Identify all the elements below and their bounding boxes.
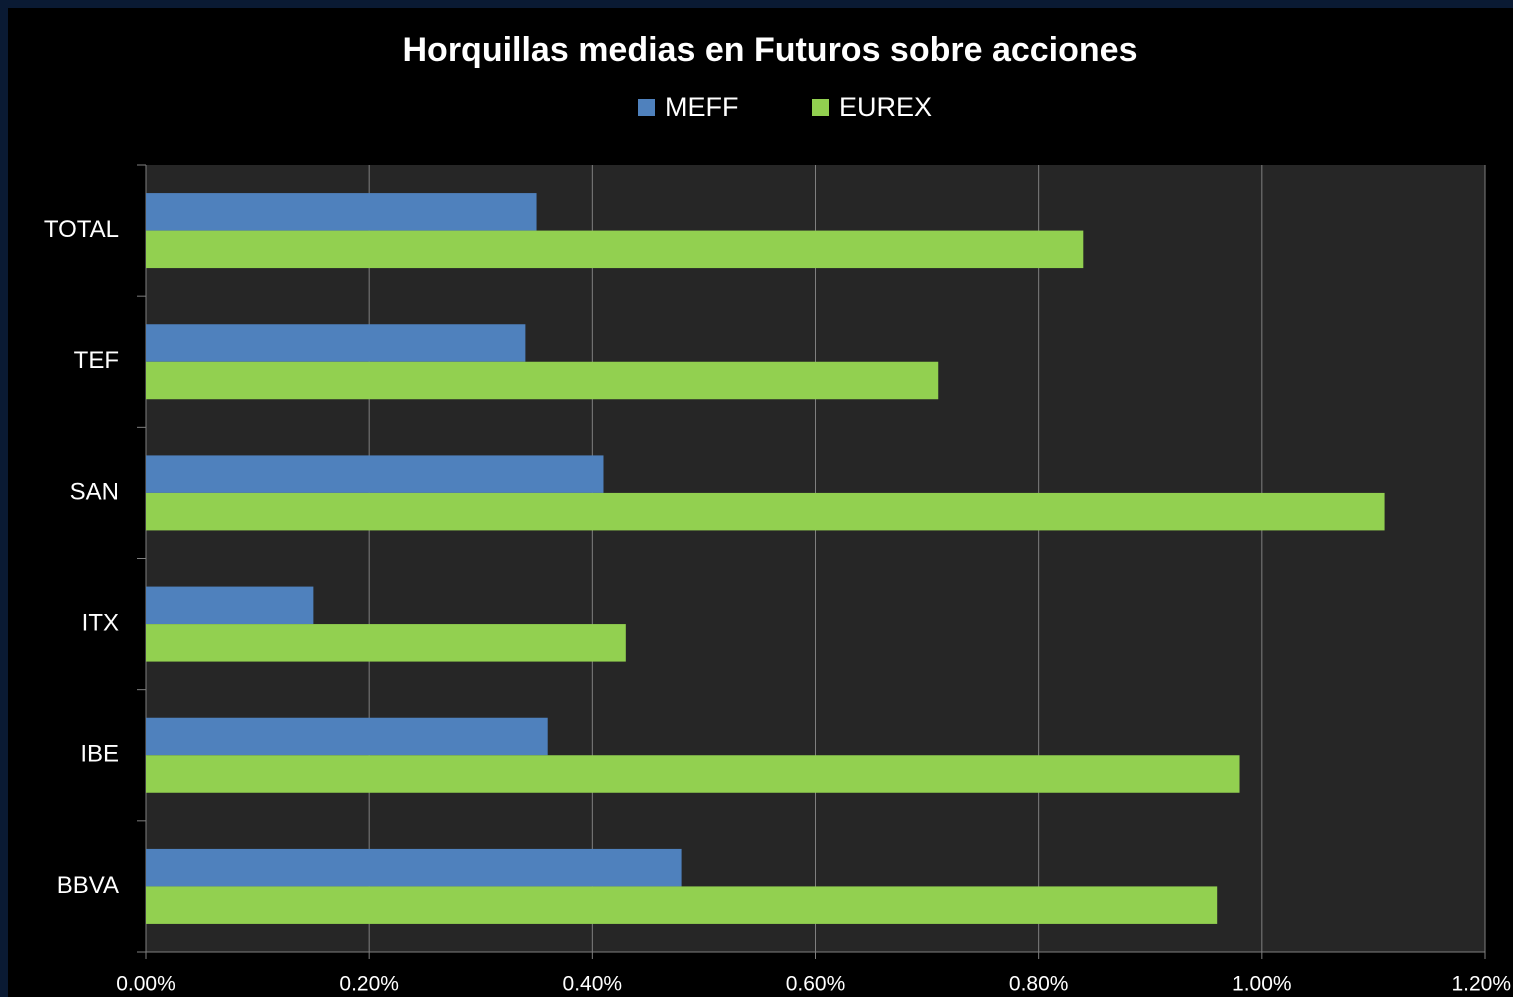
legend-label: EUREX xyxy=(839,92,932,122)
bar xyxy=(146,492,1385,531)
legend-swatch xyxy=(638,99,655,116)
bar xyxy=(146,193,537,231)
y-tick-label: TOTAL xyxy=(44,216,119,243)
y-tick-label: IBE xyxy=(80,741,119,768)
bar xyxy=(146,886,1218,924)
bar xyxy=(146,717,548,756)
bar xyxy=(146,848,682,887)
x-tick-label: 0.40% xyxy=(563,973,623,996)
bar xyxy=(146,361,939,400)
y-tick-label: BBVA xyxy=(57,872,119,899)
bar xyxy=(146,324,526,362)
x-tick-label: 1.20% xyxy=(1451,973,1511,996)
y-tick-label: SAN xyxy=(70,478,119,505)
y-tick-label: ITX xyxy=(82,609,119,636)
bar xyxy=(146,624,626,662)
x-tick-label: 0.00% xyxy=(116,973,176,996)
bar xyxy=(146,455,604,493)
x-tick-label: 0.20% xyxy=(339,973,399,996)
x-tick-label: 1.00% xyxy=(1232,973,1292,996)
x-tick-label: 0.60% xyxy=(786,973,846,996)
y-tick-label: TEF xyxy=(74,347,119,374)
bar xyxy=(146,755,1240,793)
bar xyxy=(146,586,314,625)
chart-title: Horquillas medias en Futuros sobre accio… xyxy=(403,31,1138,69)
x-tick-label: 0.80% xyxy=(1009,973,1069,996)
legend-label: MEFF xyxy=(665,92,739,122)
bar xyxy=(146,230,1084,269)
legend-swatch xyxy=(812,99,829,116)
